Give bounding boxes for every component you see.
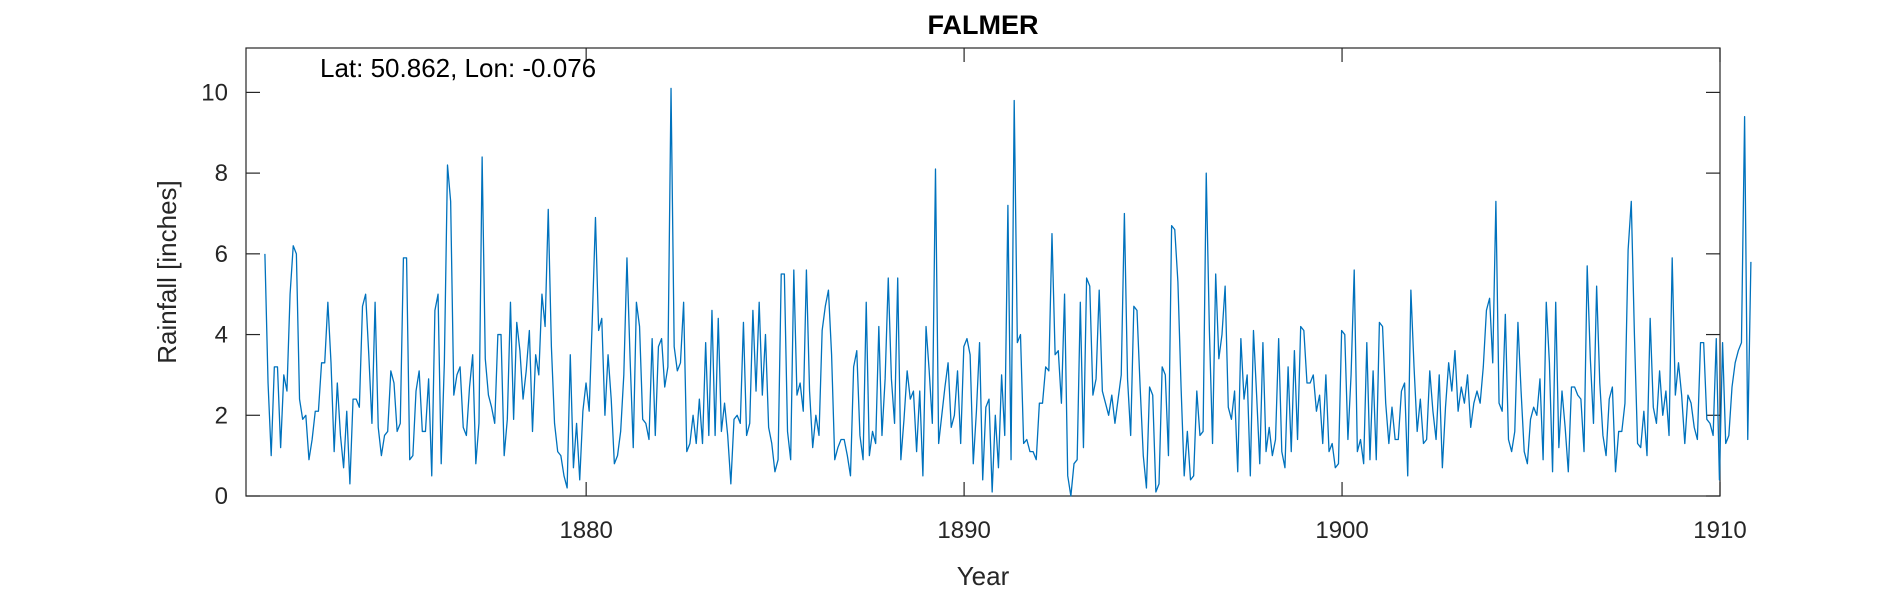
plot-area <box>245 47 1721 497</box>
x-tick-label: 1880 <box>559 517 612 544</box>
y-tick-label: 10 <box>201 79 228 106</box>
series-line-rainfall <box>264 87 1752 497</box>
x-tick-label: 1890 <box>937 517 990 544</box>
y-tick-label: 8 <box>215 160 228 187</box>
y-tick-label: 2 <box>215 402 228 429</box>
y-tick-label: 6 <box>215 241 228 268</box>
x-tick-label: 1900 <box>1315 517 1368 544</box>
x-axis-label: Year <box>957 561 1010 591</box>
y-tick-label: 0 <box>215 483 228 510</box>
location-annotation: Lat: 50.862, Lon: -0.076 <box>320 53 596 83</box>
tick-labels: 1880 1890 1900 1910 0 2 4 6 8 10 <box>201 79 1746 544</box>
axis-ticks <box>246 48 1721 497</box>
y-axis-label: Rainfall [inches] <box>152 180 182 364</box>
x-tick-label: 1910 <box>1693 517 1746 544</box>
chart-title: FALMER <box>928 10 1039 40</box>
y-tick-label: 4 <box>215 322 228 349</box>
